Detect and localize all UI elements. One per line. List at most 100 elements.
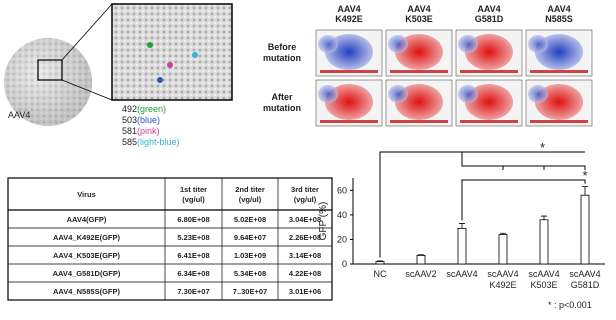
- x-tick-label: scAAV4: [528, 269, 559, 279]
- mutant-label: N585S: [545, 14, 573, 24]
- zoom-image: [111, 3, 233, 101]
- scale-bar: [320, 70, 378, 73]
- zoom-line: [61, 3, 113, 61]
- table-cell: 5.23E+08: [177, 233, 209, 242]
- x-tick-label: K503E: [530, 280, 557, 290]
- legend-entry: 503(blue): [122, 115, 160, 125]
- table-cell: AAV4_K503E(GFP): [53, 251, 120, 260]
- residue: [157, 77, 163, 83]
- row-label: After: [271, 92, 292, 102]
- residue: [192, 52, 198, 58]
- scale-bar: [460, 120, 518, 123]
- significance-bracket: [379, 151, 585, 258]
- significance-bracket: [502, 166, 545, 170]
- mutant-label: AAV4: [547, 4, 570, 14]
- table-cell: 4.22E+08: [289, 269, 321, 278]
- x-tick-label: G581D: [571, 280, 600, 290]
- surface-patch: [528, 85, 548, 103]
- x-tick-label: scAAV4: [446, 269, 477, 279]
- table-cell: 2.26E+08: [289, 233, 321, 242]
- scale-bar: [390, 70, 448, 73]
- table-header: Virus: [77, 190, 96, 199]
- significance-note: * : p<0.001: [548, 300, 592, 310]
- y-tick-label: 20: [337, 234, 347, 244]
- legend-text: (green): [137, 104, 166, 114]
- scale-bar: [390, 120, 448, 123]
- surface-patch: [388, 85, 408, 103]
- table-cell: 6.80E+08: [177, 215, 209, 224]
- x-tick-label: scAAV4: [487, 269, 518, 279]
- legend-text: (light-blue): [137, 137, 180, 147]
- table-cell: 7.30E+07: [177, 287, 209, 296]
- table-cell: 5.02E+08: [234, 215, 266, 224]
- scale-bar: [530, 70, 588, 73]
- surface-patch: [388, 35, 408, 53]
- table-cell: 3.04E+08: [289, 215, 321, 224]
- residue: [147, 42, 153, 48]
- table-cell: 6.34E+08: [177, 269, 209, 278]
- capsid-texture: [4, 38, 92, 126]
- mutant-label: AAV4: [337, 4, 360, 14]
- table-header: (vg/ul): [182, 195, 205, 204]
- table-cell: 7..30E+07: [233, 287, 267, 296]
- y-tick-label: 0: [342, 259, 347, 269]
- x-tick-label: NC: [374, 269, 387, 279]
- table-header: (vg/ul): [294, 195, 317, 204]
- table-cell: AAV4_G581D(GFP): [53, 269, 121, 278]
- row-label: Before: [268, 42, 297, 52]
- legend-text: 585: [122, 137, 137, 147]
- mutant-label: G581D: [475, 14, 504, 24]
- error-bar: [582, 186, 588, 196]
- table-cell: 3.01E+06: [289, 287, 321, 296]
- x-tick-label: K492E: [489, 280, 516, 290]
- bar: [539, 219, 549, 265]
- zoom-line: [61, 79, 113, 101]
- row-label: mutation: [263, 53, 301, 63]
- bar: [498, 234, 508, 265]
- x-tick-label: scAAV4: [569, 269, 600, 279]
- legend-text: (blue): [137, 115, 160, 125]
- significance-bracket: [461, 152, 586, 170]
- significance-star: *: [582, 168, 587, 183]
- surface-patch: [458, 85, 478, 103]
- table-header: (vg/ul): [239, 195, 262, 204]
- surface-patch: [318, 85, 338, 103]
- table-cell: 1.03E+09: [234, 251, 266, 260]
- table-cell: AAV4_N585S(GFP): [53, 287, 120, 296]
- zoom-box-small: [37, 59, 63, 81]
- row-label: mutation: [263, 103, 301, 113]
- legend-entry: 581(pink): [122, 126, 160, 136]
- table-cell: AAV4_K492E(GFP): [53, 233, 120, 242]
- mutant-label: AAV4: [407, 4, 430, 14]
- bar: [457, 227, 467, 265]
- mutant-label: K503E: [405, 14, 433, 24]
- legend-entry: 492(green): [122, 104, 166, 114]
- mutant-label: K492E: [335, 14, 363, 24]
- error-bar: [541, 215, 547, 220]
- residue: [167, 62, 173, 68]
- bar: [580, 194, 590, 265]
- significance-star: *: [540, 140, 545, 155]
- y-tick-label: 60: [337, 185, 347, 195]
- y-axis-label: GFP (%): [318, 202, 329, 241]
- legend-text: (pink): [137, 126, 160, 136]
- error-bar: [500, 232, 506, 235]
- table-cell: AAV4(GFP): [67, 215, 107, 224]
- bar: [416, 254, 426, 265]
- table-header: 3rd titer: [291, 185, 319, 194]
- table-border: [7, 177, 333, 301]
- scale-bar: [460, 70, 518, 73]
- x-tick-label: scAAV2: [405, 269, 436, 279]
- legend-entry: 585(light-blue): [122, 137, 180, 147]
- legend-text: 503: [122, 115, 137, 125]
- table-header: 1st titer: [180, 185, 207, 194]
- table-cell: 3.14E+08: [289, 251, 321, 260]
- bar: [375, 261, 385, 265]
- capsid-label: AAV4: [8, 110, 30, 120]
- mutant-label: AAV4: [477, 4, 500, 14]
- surface-patch: [318, 35, 338, 53]
- significance-bracket: [461, 179, 586, 221]
- table-cell: 6.41E+08: [177, 251, 209, 260]
- scale-bar: [320, 120, 378, 123]
